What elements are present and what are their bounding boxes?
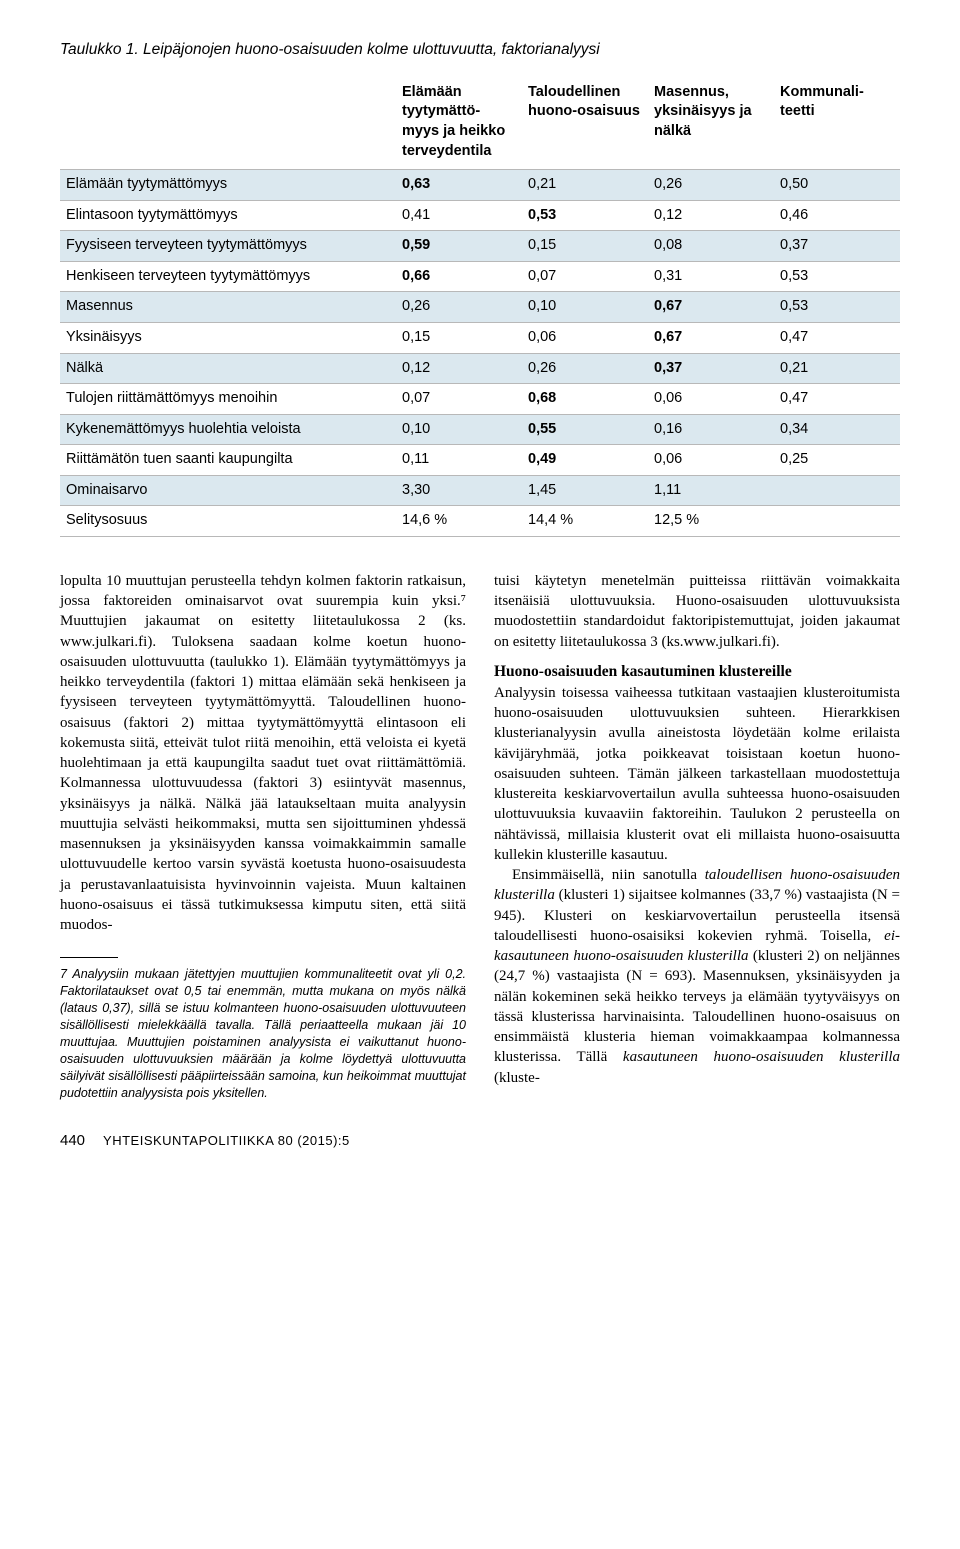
table-cell: 0,08 [648, 231, 774, 262]
table-cell: 0,63 [396, 170, 522, 201]
table-row: Masennus0,260,100,670,53 [60, 292, 900, 323]
table-cell: 0,15 [522, 231, 648, 262]
table-header-row: Elämään tyytymättö-myys ja heikko tervey… [60, 75, 900, 170]
table-row: Elämään tyytymättömyys0,630,210,260,50 [60, 170, 900, 201]
table-cell: 0,55 [522, 414, 648, 445]
table-cell: 0,06 [522, 322, 648, 353]
table-cell: Nälkä [60, 353, 396, 384]
table-cell: Henkiseen terveyteen tyytymättömyys [60, 261, 396, 292]
table-cell: 0,67 [648, 322, 774, 353]
table-row: Nälkä0,120,260,370,21 [60, 353, 900, 384]
table-cell: Yksinäisyys [60, 322, 396, 353]
table-cell: 0,21 [774, 353, 900, 384]
factor-table: Elämään tyytymättö-myys ja heikko tervey… [60, 75, 900, 537]
table-row: Henkiseen terveyteen tyytymättömyys0,660… [60, 261, 900, 292]
table-cell: Selitysosuus [60, 506, 396, 537]
table-cell: 0,07 [522, 261, 648, 292]
table-row: Selitysosuus14,6 %14,4 %12,5 % [60, 506, 900, 537]
body-paragraph: Ensimmäisellä, niin sanotulla taloudelli… [494, 865, 900, 1088]
table-cell: 0,53 [522, 200, 648, 231]
table-cell: 0,47 [774, 384, 900, 415]
table-cell: 0,68 [522, 384, 648, 415]
table-cell: 14,6 % [396, 506, 522, 537]
table-cell: 0,12 [648, 200, 774, 231]
running-footer: 440 YHTEISKUNTAPOLITIIKKA 80 (2015):5 [60, 1131, 900, 1151]
table-row: Kykenemättömyys huolehtia veloista0,100,… [60, 414, 900, 445]
table-cell: Ominaisarvo [60, 475, 396, 506]
table-cell: 0,11 [396, 445, 522, 476]
table-cell: 0,31 [648, 261, 774, 292]
table-row: Fyysiseen terveyteen tyytymättömyys0,590… [60, 231, 900, 262]
left-column: lopulta 10 muuttujan perusteella tehdyn … [60, 571, 466, 1102]
page-number: 440 [60, 1131, 85, 1151]
body-columns: lopulta 10 muuttujan perusteella tehdyn … [60, 571, 900, 1102]
table-cell: 0,21 [522, 170, 648, 201]
col-header: Kommunali-teetti [774, 75, 900, 170]
table-row: Riittämätön tuen saanti kaupungilta0,110… [60, 445, 900, 476]
table-cell: Elintasoon tyytymättömyys [60, 200, 396, 231]
body-paragraph: Analyysin toisessa vaiheessa tutkitaan v… [494, 683, 900, 865]
table-cell: Masennus [60, 292, 396, 323]
table-cell [774, 475, 900, 506]
table-cell: Riittämätön tuen saanti kaupungilta [60, 445, 396, 476]
right-column: tuisi käytetyn menetelmän puitteissa rii… [494, 571, 900, 1102]
body-paragraph: tuisi käytetyn menetelmän puitteissa rii… [494, 571, 900, 652]
table-cell: 0,50 [774, 170, 900, 201]
table-cell [774, 506, 900, 537]
table-cell: 0,26 [648, 170, 774, 201]
table-row: Ominaisarvo3,301,451,11 [60, 475, 900, 506]
journal-reference: YHTEISKUNTAPOLITIIKKA 80 (2015):5 [103, 1132, 350, 1150]
table-cell: 1,45 [522, 475, 648, 506]
table-cell: 0,49 [522, 445, 648, 476]
table-row: Elintasoon tyytymättömyys0,410,530,120,4… [60, 200, 900, 231]
table-cell: Tulojen riittämättömyys menoihin [60, 384, 396, 415]
table-row: Tulojen riittämättömyys menoihin0,070,68… [60, 384, 900, 415]
table-cell: 0,06 [648, 384, 774, 415]
table-cell: 0,26 [522, 353, 648, 384]
table-cell: 0,10 [396, 414, 522, 445]
table-caption: Taulukko 1. Leipäjonojen huono-osaisuude… [60, 40, 900, 61]
table-cell: 0,66 [396, 261, 522, 292]
table-cell: 0,16 [648, 414, 774, 445]
footnote-text: 7 Analyysiin mukaan jätettyjen muuttujie… [60, 966, 466, 1101]
table-cell: 0,25 [774, 445, 900, 476]
subsection-heading: Huono-osaisuuden kasautuminen klustereil… [494, 662, 900, 683]
table-cell: Kykenemättömyys huolehtia veloista [60, 414, 396, 445]
col-header [60, 75, 396, 170]
col-header: Masennus, yksinäisyys ja nälkä [648, 75, 774, 170]
table-cell: 0,47 [774, 322, 900, 353]
table-cell: 0,06 [648, 445, 774, 476]
table-cell: 0,46 [774, 200, 900, 231]
body-paragraph: lopulta 10 muuttujan perusteella tehdyn … [60, 571, 466, 936]
table-cell: 0,07 [396, 384, 522, 415]
table-cell: 0,41 [396, 200, 522, 231]
table-cell: 0,10 [522, 292, 648, 323]
table-cell: 0,26 [396, 292, 522, 323]
table-cell: 0,37 [774, 231, 900, 262]
table-cell: 0,12 [396, 353, 522, 384]
table-cell: 0,59 [396, 231, 522, 262]
table-cell: 0,67 [648, 292, 774, 323]
footnote-separator [60, 957, 118, 958]
col-header: Elämään tyytymättö-myys ja heikko tervey… [396, 75, 522, 170]
table-cell: 0,34 [774, 414, 900, 445]
table-cell: 0,53 [774, 292, 900, 323]
table-cell: 14,4 % [522, 506, 648, 537]
table-cell: 0,37 [648, 353, 774, 384]
table-cell: Elämään tyytymättömyys [60, 170, 396, 201]
table-cell: Fyysiseen terveyteen tyytymättömyys [60, 231, 396, 262]
table-cell: 1,11 [648, 475, 774, 506]
table-cell: 0,15 [396, 322, 522, 353]
table-cell: 0,53 [774, 261, 900, 292]
table-row: Yksinäisyys0,150,060,670,47 [60, 322, 900, 353]
col-header: Taloudellinen huono-osaisuus [522, 75, 648, 170]
table-cell: 12,5 % [648, 506, 774, 537]
table-cell: 3,30 [396, 475, 522, 506]
